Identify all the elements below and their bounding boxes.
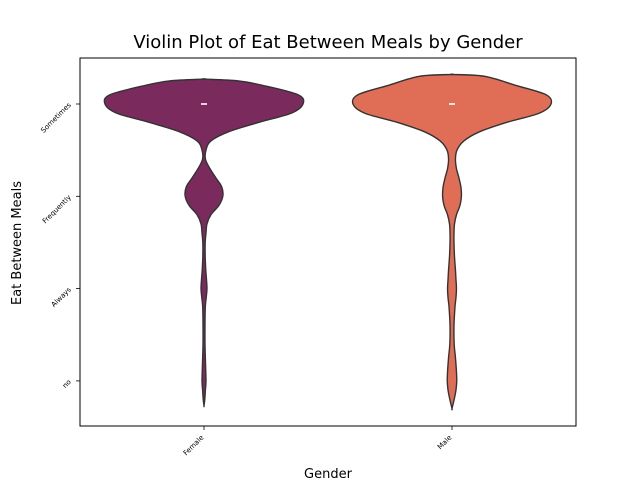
plot-frame	[79, 57, 577, 427]
x-axis-label: Gender	[304, 467, 353, 480]
violin-male	[351, 73, 553, 411]
y-axis-ticks: Sometimes Frequently Always no	[39, 101, 80, 390]
violin-female	[103, 78, 305, 408]
y-tick-label: no	[61, 378, 73, 390]
x-tick-label: Female	[182, 434, 206, 458]
x-axis-ticks: Female Male	[182, 426, 453, 458]
y-tick-label: Always	[50, 286, 73, 309]
violin-group	[103, 73, 553, 411]
y-tick-label: Sometimes	[39, 101, 73, 135]
y-axis-label: Eat Between Meals	[10, 181, 25, 305]
x-tick-label: Male	[436, 434, 453, 451]
chart-title: Violin Plot of Eat Between Meals by Gend…	[133, 32, 523, 53]
y-tick-label: Frequently	[41, 193, 73, 225]
